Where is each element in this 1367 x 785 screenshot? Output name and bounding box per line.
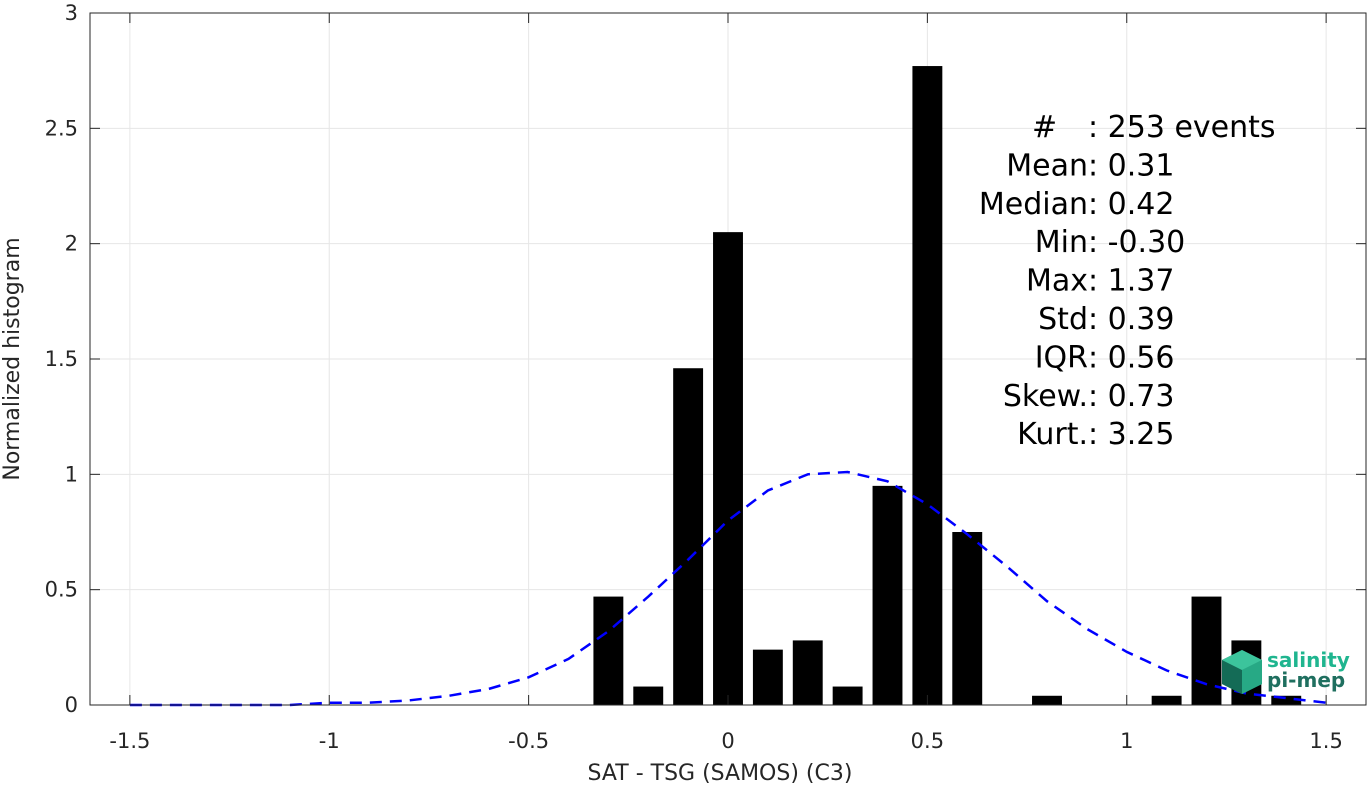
stat-label: Min	[1035, 225, 1088, 260]
stat-value: : 3.25	[1088, 417, 1174, 452]
histogram-bar	[792, 640, 823, 705]
x-axis-label: SAT - TSG (SAMOS) (C3)	[588, 761, 853, 785]
histogram-bar	[593, 596, 624, 705]
x-tick-label: 0.5	[911, 729, 944, 753]
x-tick-label: -0.5	[508, 729, 549, 753]
histogram-bar	[912, 66, 943, 705]
axis-ticks	[90, 12, 1366, 706]
histogram-bar	[1271, 695, 1302, 705]
stat-value: : 253 events	[1088, 110, 1276, 145]
y-tick-label: 2	[65, 232, 78, 256]
y-tick-label: 1.5	[45, 347, 78, 371]
logo-text-salinity: salinity	[1267, 648, 1350, 672]
y-tick-label: 1	[65, 462, 78, 486]
y-tick-label: 2.5	[45, 116, 78, 140]
x-tick-label: -1	[319, 729, 340, 753]
histogram-bar	[673, 368, 704, 705]
normal-fit-curve	[129, 470, 1327, 707]
stat-value: : 0.42	[1088, 187, 1174, 222]
stat-label: Skew.	[1003, 379, 1088, 414]
y-tick-label: 3	[65, 1, 78, 25]
histogram-bar	[832, 686, 863, 705]
cube-logo-icon	[1222, 650, 1262, 694]
stat-value: : 0.39	[1088, 302, 1174, 337]
x-tick-label: 1.5	[1309, 729, 1342, 753]
logo-text-pi-mep: pi-mep	[1267, 668, 1345, 692]
histogram-bar	[752, 649, 783, 705]
stat-label: IQR	[1035, 340, 1088, 375]
stat-label: Std	[1038, 302, 1088, 337]
stat-value: : -0.30	[1088, 225, 1185, 260]
stat-value: : 0.73	[1088, 379, 1174, 414]
salinity-pi-mep-logo: salinity pi-mep	[1222, 648, 1350, 694]
y-axis-label: Normalized histogram	[0, 237, 25, 480]
x-tick-label: 1	[1120, 729, 1133, 753]
y-tick-label: 0	[65, 693, 78, 717]
stat-label: Mean	[1006, 148, 1088, 183]
histogram-bar	[713, 232, 743, 705]
histogram-bar	[952, 532, 983, 705]
y-tick-labels: 0 0.5 1 1.5 2 2.5 3	[45, 1, 78, 717]
stat-value: : 1.37	[1088, 264, 1174, 299]
stat-value: : 0.56	[1088, 340, 1174, 375]
x-tick-label: -1.5	[109, 729, 150, 753]
stat-value: : 0.31	[1088, 148, 1174, 183]
stat-label: #	[1032, 110, 1057, 145]
histogram-bar	[1191, 596, 1222, 705]
x-tick-labels: -1.5 -1 -0.5 0 0.5 1 1.5	[109, 729, 1342, 753]
histogram-bar	[1032, 695, 1062, 705]
histogram-bars	[593, 66, 1302, 705]
stat-label: Median	[979, 187, 1088, 222]
stat-label: Kurt.	[1017, 417, 1088, 452]
histogram-bar	[1151, 695, 1182, 705]
y-tick-label: 0.5	[45, 578, 78, 602]
x-tick-label: 0	[721, 729, 734, 753]
histogram-bar	[633, 686, 664, 705]
histogram-bar	[872, 485, 903, 705]
stat-label: Max	[1026, 264, 1088, 299]
